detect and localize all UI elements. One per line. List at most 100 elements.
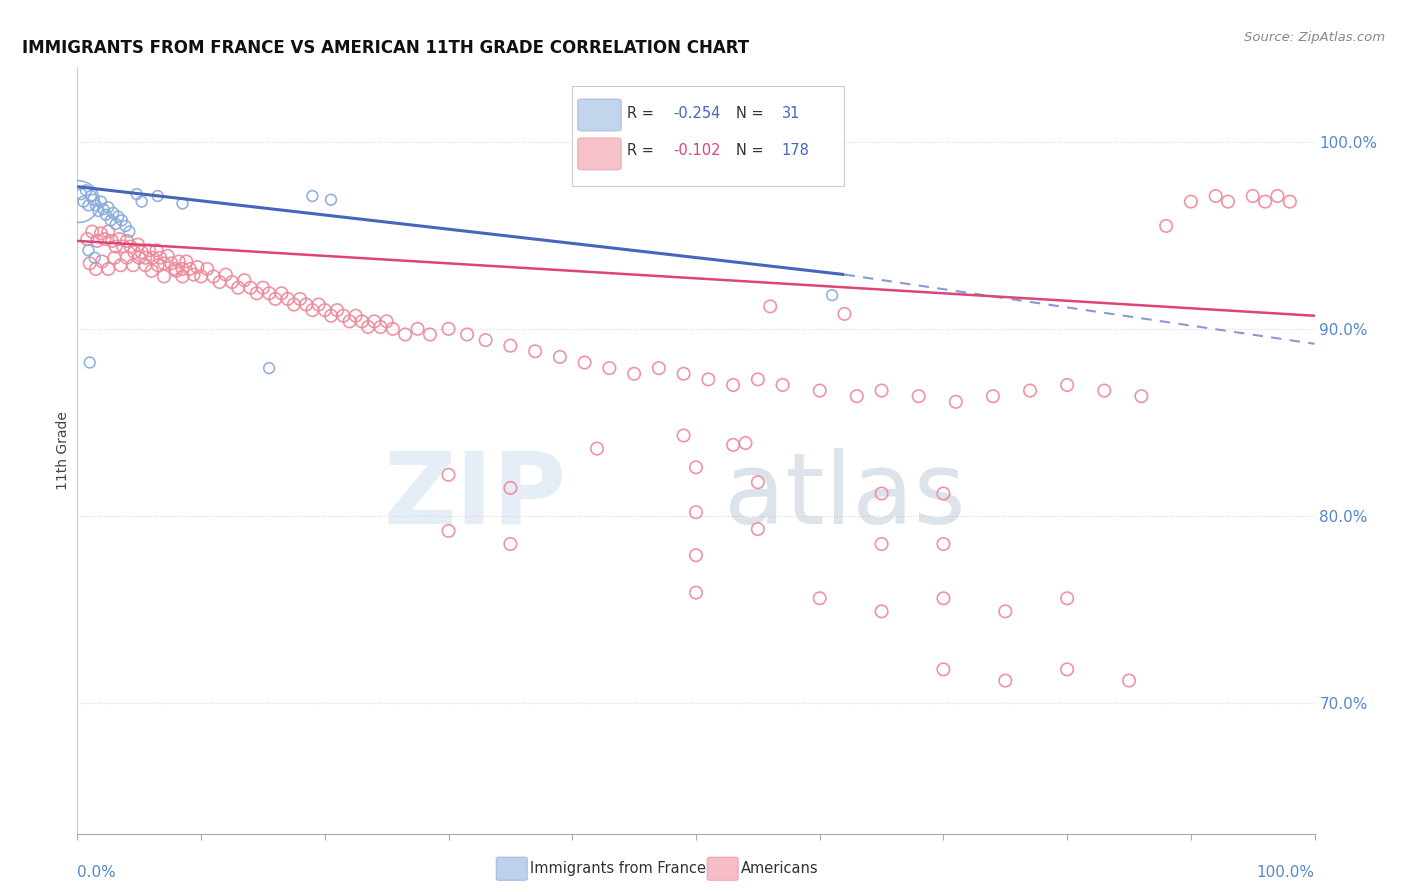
Point [77,198,100,212]
Point [160,256,183,270]
Point [375,314,398,328]
Point [128,251,150,265]
Point [165,264,187,278]
Point [1278,194,1301,209]
Point [174,254,197,268]
Point [586,442,609,456]
Point [870,537,893,551]
Point [548,350,571,364]
Point [131,194,153,209]
Point [907,389,929,403]
Point [1019,384,1042,398]
Point [257,286,280,301]
Point [172,196,194,211]
Point [233,273,256,287]
Point [1056,378,1078,392]
Point [127,237,149,252]
Point [107,210,129,224]
Point [406,322,429,336]
Point [104,239,127,253]
Point [146,189,169,203]
Point [994,673,1017,688]
Text: 100.0%: 100.0% [1257,864,1315,880]
Point [84,198,107,212]
Point [165,262,187,277]
Point [111,213,134,227]
Point [257,361,280,376]
Point [122,245,145,260]
Point [153,256,176,270]
Text: atlas: atlas [724,448,966,545]
Point [1254,194,1277,209]
Point [1056,591,1078,606]
Point [141,264,163,278]
Point [91,202,114,216]
Point [685,460,707,475]
Point [79,256,101,270]
Point [1216,194,1239,209]
Point [70,187,93,202]
Point [100,213,122,227]
Point [115,251,138,265]
Point [685,548,707,562]
Point [87,204,110,219]
Point [149,251,172,265]
Point [101,234,124,248]
Point [115,234,138,248]
Point [319,309,342,323]
Point [314,303,336,318]
Point [598,361,620,376]
Point [167,254,190,268]
Point [221,275,243,289]
Point [685,505,707,519]
Point [122,258,145,272]
Point [146,258,169,272]
Point [350,314,373,328]
Point [932,486,955,500]
Point [97,262,120,277]
Point [1180,194,1202,209]
Point [186,260,208,274]
Point [90,227,112,241]
Point [821,288,844,302]
Point [981,389,1004,403]
Point [110,258,132,272]
Point [1130,389,1153,403]
Point [381,322,404,336]
Point [870,486,893,500]
Point [419,327,441,342]
Point [685,585,707,599]
Point [932,591,955,606]
Point [301,303,323,318]
Point [120,239,142,253]
Point [134,258,156,272]
Point [499,481,522,495]
Point [1154,219,1177,233]
Point [932,662,955,676]
Point [145,244,167,258]
Point [456,327,478,342]
Point [103,206,125,220]
Point [1267,189,1289,203]
Point [295,297,318,311]
Point [91,254,114,268]
Point [845,389,868,403]
Point [195,262,218,277]
Point [344,309,367,323]
Point [623,367,645,381]
Point [97,225,120,239]
Point [499,339,522,353]
Point [190,269,212,284]
Point [103,251,125,265]
Point [834,307,856,321]
Point [339,314,361,328]
Point [153,269,176,284]
Point [108,232,131,246]
Point [82,193,104,207]
Point [288,292,311,306]
Point [208,275,231,289]
Point [118,225,141,239]
Point [437,467,460,482]
Point [870,384,893,398]
Point [215,268,238,282]
